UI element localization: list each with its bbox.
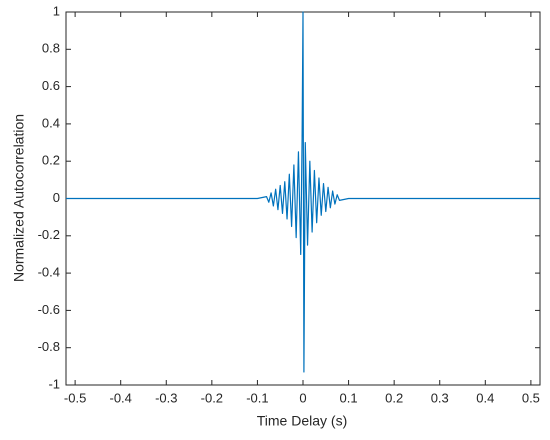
y-tick-label: 0 [53, 190, 60, 205]
y-tick-label: -0.8 [38, 339, 60, 354]
y-tick-label: -1 [48, 376, 60, 391]
y-tick-label: 1 [53, 3, 60, 18]
y-tick-label: 0.4 [42, 115, 60, 130]
x-tick-label: 0.2 [385, 390, 403, 405]
x-tick-label: -0.1 [246, 390, 268, 405]
y-tick-label: -0.2 [38, 227, 60, 242]
x-tick-label: 0.3 [431, 390, 449, 405]
x-tick-label: -0.3 [155, 390, 177, 405]
y-tick-label: 0.2 [42, 153, 60, 168]
x-tick-label: 0.4 [476, 390, 494, 405]
y-tick-label: -0.4 [38, 265, 60, 280]
x-tick-label: 0 [299, 390, 306, 405]
x-axis-label: Time Delay (s) [257, 413, 348, 429]
y-tick-label: 0.6 [42, 78, 60, 93]
y-tick-label: -0.6 [38, 302, 60, 317]
x-tick-label: 0.1 [340, 390, 358, 405]
x-tick-label: 0.5 [522, 390, 540, 405]
data-line [66, 11, 540, 373]
y-tick-label: 0.8 [42, 41, 60, 56]
x-tick-label: -0.5 [64, 390, 86, 405]
x-tick-label: -0.2 [201, 390, 223, 405]
y-axis-label: Normalized Autocorrelation [11, 114, 27, 282]
x-tick-label: -0.4 [109, 390, 131, 405]
